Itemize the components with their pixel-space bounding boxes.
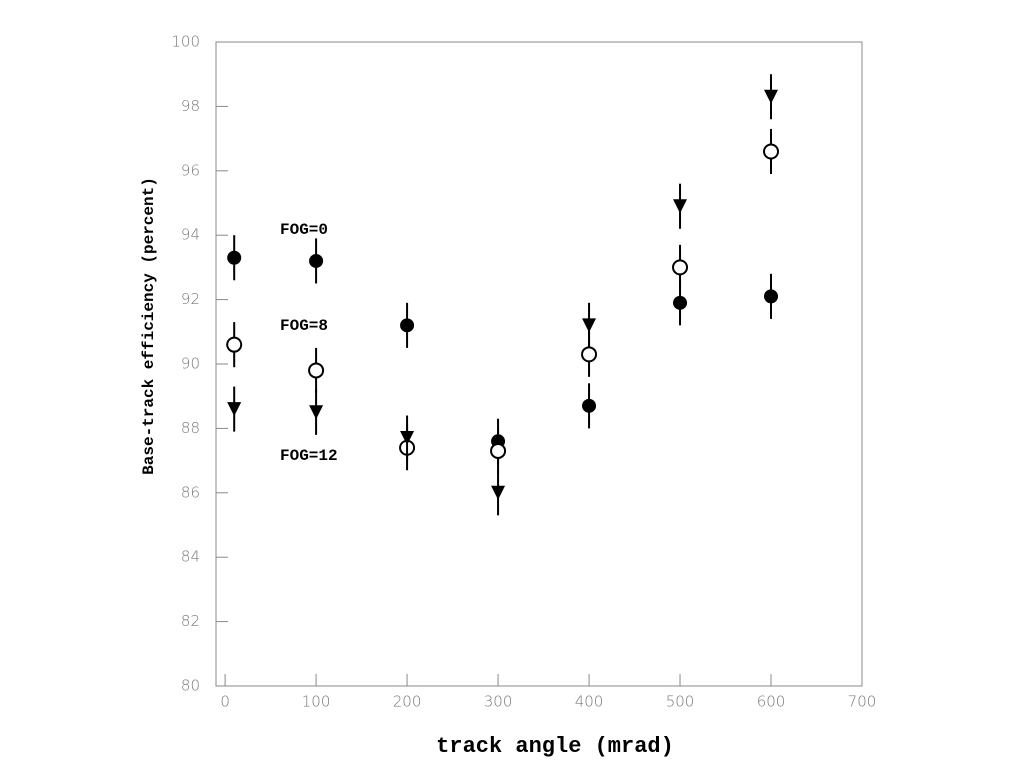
marker	[673, 295, 688, 310]
marker	[763, 143, 780, 160]
x-axis-title: track angle (mrad)	[436, 734, 674, 759]
marker	[308, 362, 325, 379]
x-tick-label: 500	[666, 693, 695, 711]
y-tick-label: 82	[181, 612, 200, 630]
marker	[582, 318, 597, 333]
series-label: FOG=12	[280, 447, 338, 465]
series-label: FOG=0	[280, 221, 328, 239]
marker	[309, 405, 324, 420]
x-tick-label: 300	[484, 693, 513, 711]
marker	[400, 318, 415, 333]
y-tick-label: 88	[181, 419, 200, 437]
x-tick-label: 600	[757, 693, 786, 711]
x-tick-label: 0	[220, 693, 230, 711]
marker	[764, 89, 779, 104]
y-tick-label: 84	[181, 548, 200, 566]
y-tick-label: 100	[171, 33, 200, 51]
x-tick-label: 700	[848, 693, 877, 711]
marker	[490, 442, 507, 459]
marker	[582, 398, 597, 413]
y-tick-label: 80	[181, 677, 200, 695]
marker	[581, 346, 598, 363]
y-tick-label: 96	[181, 161, 200, 179]
marker	[226, 336, 243, 353]
y-tick-label: 90	[181, 355, 200, 373]
y-tick-label: 92	[181, 290, 200, 308]
marker	[491, 485, 506, 500]
marker	[400, 431, 415, 446]
y-axis-title: Base-track efficiency (percent)	[140, 177, 158, 475]
x-tick-label: 400	[575, 693, 604, 711]
y-tick-label: 86	[181, 483, 200, 501]
x-tick-label: 100	[302, 693, 331, 711]
y-tick-label: 98	[181, 97, 200, 115]
marker	[227, 402, 242, 417]
marker	[672, 259, 689, 276]
marker	[227, 250, 242, 265]
series-label: FOG=8	[280, 317, 328, 335]
marker	[764, 289, 779, 304]
y-tick-label: 94	[181, 226, 200, 244]
x-tick-label: 200	[393, 693, 422, 711]
marker	[309, 253, 324, 268]
marker	[673, 199, 688, 214]
